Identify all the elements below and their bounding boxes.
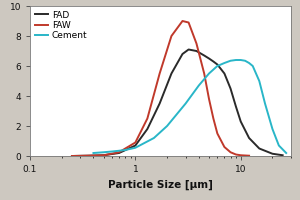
Cement xyxy=(92,152,95,154)
FAW xyxy=(158,72,161,75)
Cement xyxy=(234,59,238,61)
Cement xyxy=(271,128,274,130)
Line: FAW: FAW xyxy=(72,21,249,156)
FAW xyxy=(169,35,173,37)
Cement xyxy=(207,72,211,75)
FAD xyxy=(117,152,121,154)
FAW xyxy=(146,117,149,120)
FAD xyxy=(195,50,198,52)
Cement xyxy=(251,65,254,67)
Cement xyxy=(110,150,114,153)
Cement xyxy=(277,144,281,147)
FAW xyxy=(195,42,198,45)
FAD xyxy=(202,54,206,57)
FAW xyxy=(223,146,226,148)
Cement xyxy=(247,62,251,64)
FAW xyxy=(70,155,74,157)
FAD xyxy=(158,102,161,105)
FAD xyxy=(212,60,215,63)
FAD xyxy=(102,154,105,156)
FAD xyxy=(247,137,251,139)
FAD xyxy=(187,48,190,51)
FAW xyxy=(117,151,121,153)
Cement xyxy=(184,102,188,105)
FAW xyxy=(102,154,105,156)
FAD xyxy=(169,72,173,75)
FAD xyxy=(70,155,74,157)
FAD xyxy=(134,144,137,147)
FAW xyxy=(187,21,190,24)
Cement xyxy=(123,149,127,151)
Cement xyxy=(117,150,121,152)
FAW xyxy=(134,141,137,144)
FAD xyxy=(234,105,238,108)
Cement xyxy=(239,59,242,61)
Cement xyxy=(102,151,105,153)
FAD xyxy=(85,155,89,157)
Cement xyxy=(229,60,232,62)
Cement xyxy=(257,80,261,82)
Cement xyxy=(152,137,156,139)
Cement xyxy=(243,60,247,62)
Cement xyxy=(197,84,201,87)
FAW xyxy=(207,98,211,100)
Legend: FAD, FAW, Cement: FAD, FAW, Cement xyxy=(33,9,89,42)
FAW xyxy=(216,132,219,135)
FAD xyxy=(146,128,149,130)
Cement xyxy=(134,147,137,149)
FAD xyxy=(181,53,184,55)
FAW xyxy=(202,72,206,75)
FAW xyxy=(229,151,232,153)
FAW xyxy=(239,154,242,156)
X-axis label: Particle Size [μm]: Particle Size [μm] xyxy=(108,180,213,190)
FAW xyxy=(234,153,238,156)
Cement xyxy=(223,62,226,64)
FAW xyxy=(85,155,89,157)
Cement xyxy=(216,65,219,67)
Cement xyxy=(165,125,169,127)
FAD xyxy=(257,147,261,150)
FAW xyxy=(247,155,251,157)
FAW xyxy=(181,20,184,22)
FAD xyxy=(207,57,211,60)
FAD xyxy=(271,153,274,155)
Cement xyxy=(263,102,267,105)
FAD xyxy=(216,63,219,66)
FAD xyxy=(281,154,284,156)
FAD xyxy=(229,87,232,90)
FAD xyxy=(223,72,226,75)
FAD xyxy=(239,120,242,123)
Line: FAD: FAD xyxy=(72,49,283,156)
FAW xyxy=(212,117,215,120)
Line: Cement: Cement xyxy=(93,60,286,153)
Cement xyxy=(284,152,288,154)
